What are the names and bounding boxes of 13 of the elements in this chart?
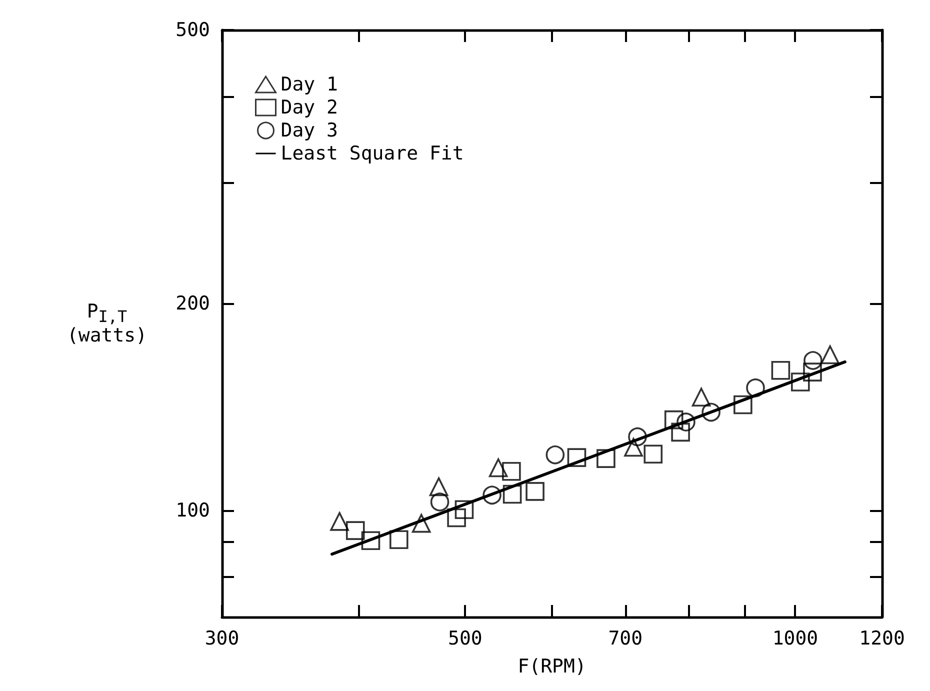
x-tick-label: 700 <box>608 628 643 650</box>
legend-label: Day 3 <box>280 120 338 142</box>
y-tick-label: 500 <box>176 19 210 41</box>
y-tick-label: 100 <box>176 500 210 522</box>
x-tick-label: 1000 <box>772 628 818 650</box>
legend-label: Day 2 <box>280 96 338 118</box>
x-axis-title: F(RPM) <box>518 656 586 678</box>
x-tick-label: 300 <box>204 628 240 650</box>
legend-label: Day 1 <box>280 74 338 96</box>
y-tick-label: 200 <box>176 292 210 315</box>
x-tick-label: 1200 <box>859 628 905 650</box>
x-tick-label: 500 <box>448 628 482 650</box>
legend-label: Least Square Fit <box>280 142 464 164</box>
